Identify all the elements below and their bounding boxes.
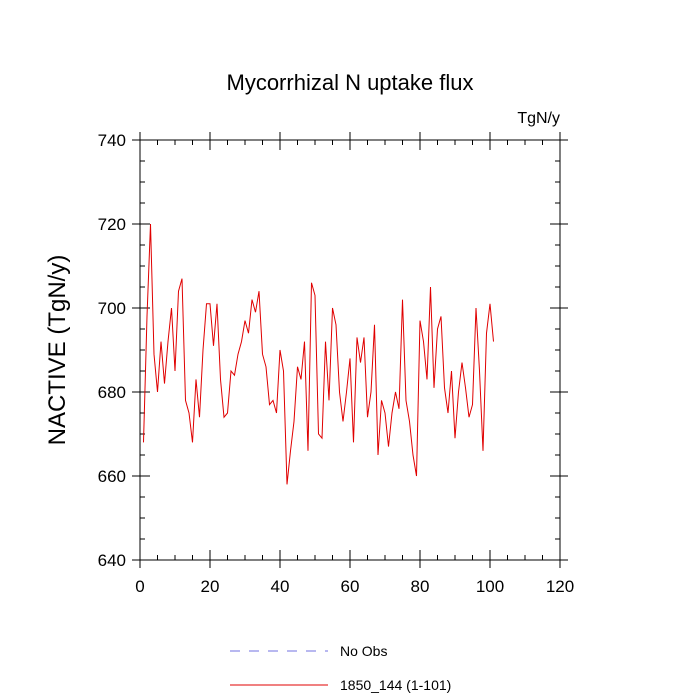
y-tick-label: 640 (98, 551, 126, 570)
y-tick-label: 700 (98, 299, 126, 318)
axis-ticks (132, 132, 568, 568)
x-tick-label: 40 (271, 577, 290, 596)
tick-labels: 0 20 40 60 80 100 120 640 660 680 700 720 740 (98, 131, 575, 596)
series-line (143, 223, 494, 485)
y-tick-label: 740 (98, 131, 126, 150)
series-layer (143, 223, 494, 485)
legend-label: 1850_144 (1-101) (340, 677, 451, 693)
chart-title: Mycorrhizal N uptake flux (227, 70, 474, 95)
legend-label: No Obs (340, 643, 387, 659)
x-tick-label: 80 (411, 577, 430, 596)
x-tick-label: 0 (135, 577, 144, 596)
y-axis-label: NACTIVE (TgN/y) (44, 255, 71, 446)
legend: No Obs 1850_144 (1-101) (230, 643, 451, 693)
x-tick-label: 120 (546, 577, 574, 596)
x-tick-label: 60 (341, 577, 360, 596)
x-tick-label: 20 (201, 577, 220, 596)
y-tick-label: 680 (98, 383, 126, 402)
x-tick-label: 100 (476, 577, 504, 596)
y-tick-label: 720 (98, 215, 126, 234)
units-label: TgN/y (517, 110, 560, 127)
y-tick-label: 660 (98, 467, 126, 486)
